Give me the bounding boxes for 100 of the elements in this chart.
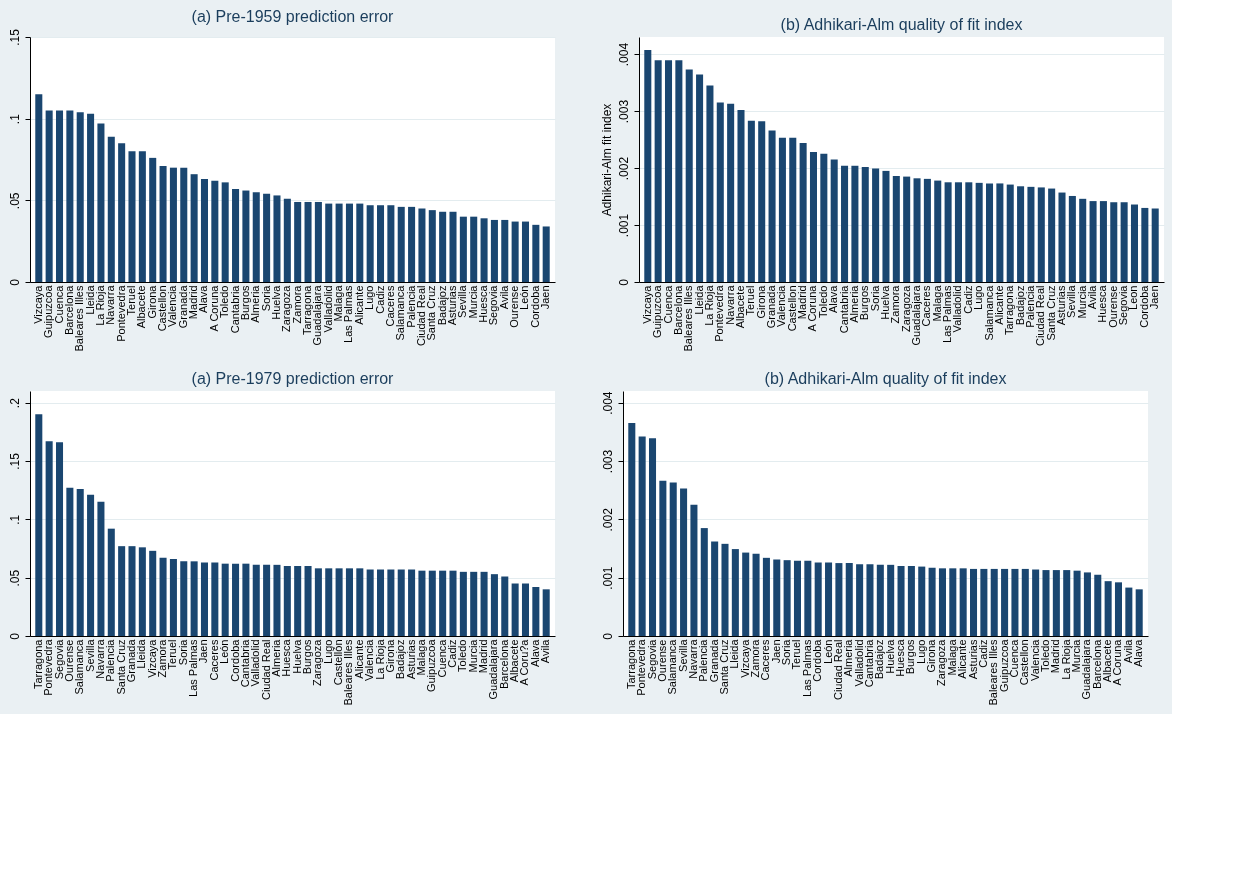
x-tick-label: Navarra xyxy=(104,284,117,325)
bar xyxy=(727,103,735,282)
x-tick-label: Lugo xyxy=(972,285,985,310)
bar xyxy=(242,190,250,282)
bar xyxy=(138,547,146,636)
x-tick-label: Castellon xyxy=(156,285,169,332)
x-tick-label: Huelva xyxy=(269,284,282,320)
x-tick-label: Teruel xyxy=(166,639,179,670)
bar xyxy=(1114,582,1123,636)
x-tick-label: Burgos xyxy=(238,285,251,321)
bar xyxy=(252,564,260,636)
bar xyxy=(107,136,115,282)
bar xyxy=(128,151,136,282)
bar xyxy=(408,206,416,282)
x-tick-label: Valencia xyxy=(166,284,179,327)
x-tick-label: Baleares Illes xyxy=(73,285,86,352)
bar xyxy=(439,211,447,282)
x-tick-label: Granada xyxy=(707,638,720,683)
bar xyxy=(532,224,540,282)
x-tick-label: Alava xyxy=(827,284,840,314)
x-tick-label: Alicante xyxy=(352,639,365,679)
bar xyxy=(934,180,942,282)
bar xyxy=(866,564,874,636)
x-tick-label: Navarra xyxy=(93,638,106,679)
y-tick-label: .15 xyxy=(7,28,22,46)
bar xyxy=(918,566,926,636)
x-tick-label: Tarragona xyxy=(624,638,637,690)
bar xyxy=(283,566,291,636)
x-tick-label: Valladolid xyxy=(951,285,964,333)
bar xyxy=(501,576,509,636)
bar xyxy=(638,436,646,636)
bar xyxy=(1063,570,1071,636)
x-tick-label: Huesca xyxy=(894,638,907,677)
x-tick-label: Salamanca xyxy=(394,284,407,341)
x-tick-label: Huesca xyxy=(280,638,293,677)
bar xyxy=(532,587,540,636)
bar xyxy=(418,208,426,282)
bar xyxy=(742,552,750,636)
bar xyxy=(490,574,498,636)
x-tick-label: Lleida xyxy=(83,284,96,315)
x-tick-label: Lugo xyxy=(363,285,376,310)
bar xyxy=(980,568,988,636)
bar xyxy=(356,568,364,636)
bar xyxy=(232,563,240,636)
x-tick-label: Alava xyxy=(197,284,210,314)
bar xyxy=(1006,184,1014,282)
bar xyxy=(814,562,822,636)
bar xyxy=(159,166,167,282)
bar xyxy=(66,110,74,282)
x-tick-label: Valencia xyxy=(775,284,788,327)
x-tick-label: Tarragona xyxy=(301,284,314,336)
bar xyxy=(1073,570,1081,636)
x-tick-label: Albacete xyxy=(1101,639,1114,683)
x-tick-label: Murcia xyxy=(466,638,479,673)
bar xyxy=(149,550,157,636)
bar xyxy=(664,60,673,282)
bar xyxy=(180,167,188,282)
bar xyxy=(200,179,208,282)
bar xyxy=(377,569,385,636)
bar xyxy=(690,504,698,636)
x-tick-label: Girona xyxy=(145,284,158,319)
bar xyxy=(789,137,797,282)
bar xyxy=(1021,568,1029,636)
x-tick-label: Cantabria xyxy=(862,638,875,688)
x-tick-label: Lleida xyxy=(692,284,705,315)
bar xyxy=(959,568,967,636)
bar xyxy=(892,176,900,282)
bar xyxy=(87,113,95,282)
bar xyxy=(252,192,260,282)
x-tick-label: Valencia xyxy=(363,638,376,681)
x-tick-label: Burgos xyxy=(858,285,871,321)
bar xyxy=(856,564,864,636)
bar xyxy=(273,564,281,636)
bar xyxy=(835,563,843,636)
x-tick-label: Badajoz xyxy=(394,639,407,680)
bar xyxy=(169,559,177,636)
bar xyxy=(644,50,652,282)
bar xyxy=(45,441,53,636)
x-tick-label: Palencia xyxy=(104,638,117,682)
bar xyxy=(294,201,302,282)
x-tick-label: Almeria xyxy=(269,638,282,677)
x-tick-label: Ourense xyxy=(1106,285,1119,328)
bar xyxy=(721,543,729,636)
x-tick-label: Ciudad Real xyxy=(259,639,272,701)
bar xyxy=(897,566,905,636)
x-tick-label: A Coruna xyxy=(1111,638,1124,686)
x-tick-label: Castellon xyxy=(785,285,798,332)
x-tick-label: Badajoz xyxy=(873,639,886,680)
bar xyxy=(923,178,931,282)
x-tick-label: Toledo xyxy=(218,285,231,318)
chart-title: (b) Adhikari-Alm quality of fit index xyxy=(764,369,1007,387)
bar xyxy=(232,188,240,282)
bar xyxy=(975,182,983,282)
x-tick-label: Segovia xyxy=(487,284,500,326)
bar xyxy=(480,218,488,282)
x-tick-label: Pontevedra xyxy=(114,284,127,342)
bar xyxy=(428,570,436,636)
x-tick-label: Cordoba xyxy=(811,638,824,682)
x-tick-label: Vizcaya xyxy=(640,284,653,324)
bar xyxy=(314,568,322,636)
